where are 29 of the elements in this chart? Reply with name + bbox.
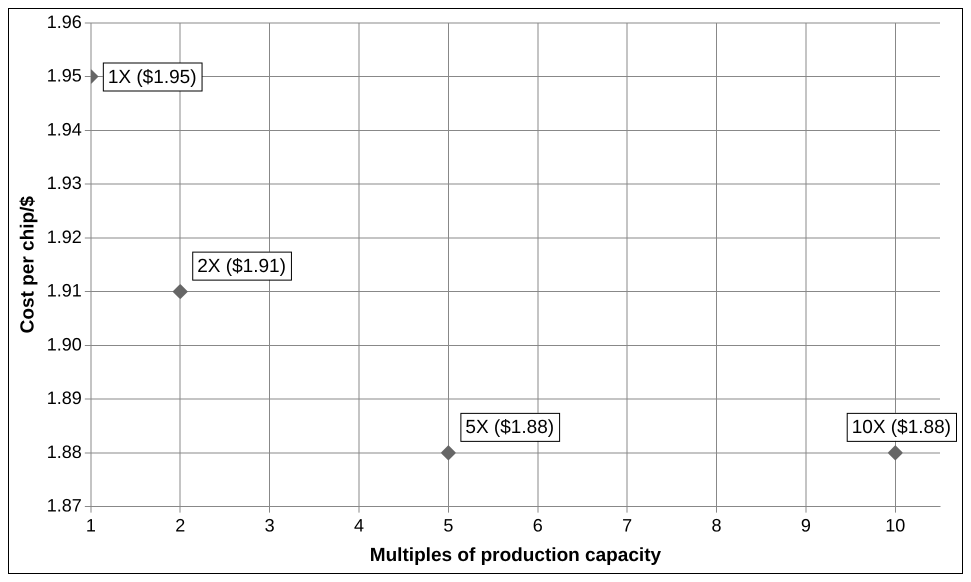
x-axis-title: Multiples of production capacity	[370, 544, 662, 566]
data-label: 5X ($1.88)	[465, 417, 554, 438]
x-tick-label: 4	[354, 515, 364, 536]
y-tick-label: 1.87	[46, 496, 82, 516]
y-tick-label: 1.90	[46, 334, 82, 354]
point	[440, 445, 456, 460]
x-tick-label: 5	[443, 515, 454, 536]
y-tick-label: 1.95	[46, 66, 82, 86]
x-tick-label: 8	[712, 515, 722, 536]
y-tick-label: 1.88	[46, 442, 82, 462]
x-tick-label: 9	[800, 515, 811, 536]
data-label: 2X ($1.91)	[197, 256, 286, 277]
y-tick-label: 1.96	[46, 12, 82, 32]
data-label: 1X ($1.95)	[108, 66, 197, 88]
y-tick-label: 1.94	[46, 119, 82, 140]
x-tick-label: 10	[885, 515, 906, 536]
x-tick-label: 2	[175, 515, 186, 536]
point	[888, 445, 903, 460]
x-tick-label: 6	[532, 515, 543, 536]
y-tick-label: 1.92	[46, 226, 82, 247]
y-axis-title: Cost per chip/$	[18, 196, 39, 334]
data-label: 10X ($1.88)	[852, 417, 952, 438]
y-tick-label: 1.89	[46, 388, 82, 408]
point	[172, 284, 188, 300]
y-tick-label: 1.93	[46, 173, 82, 194]
x-tick-label: 7	[622, 515, 632, 536]
x-tick-label: 1	[86, 515, 96, 536]
y-tick-label: 1.91	[46, 280, 82, 301]
x-tick-label: 3	[264, 515, 275, 536]
